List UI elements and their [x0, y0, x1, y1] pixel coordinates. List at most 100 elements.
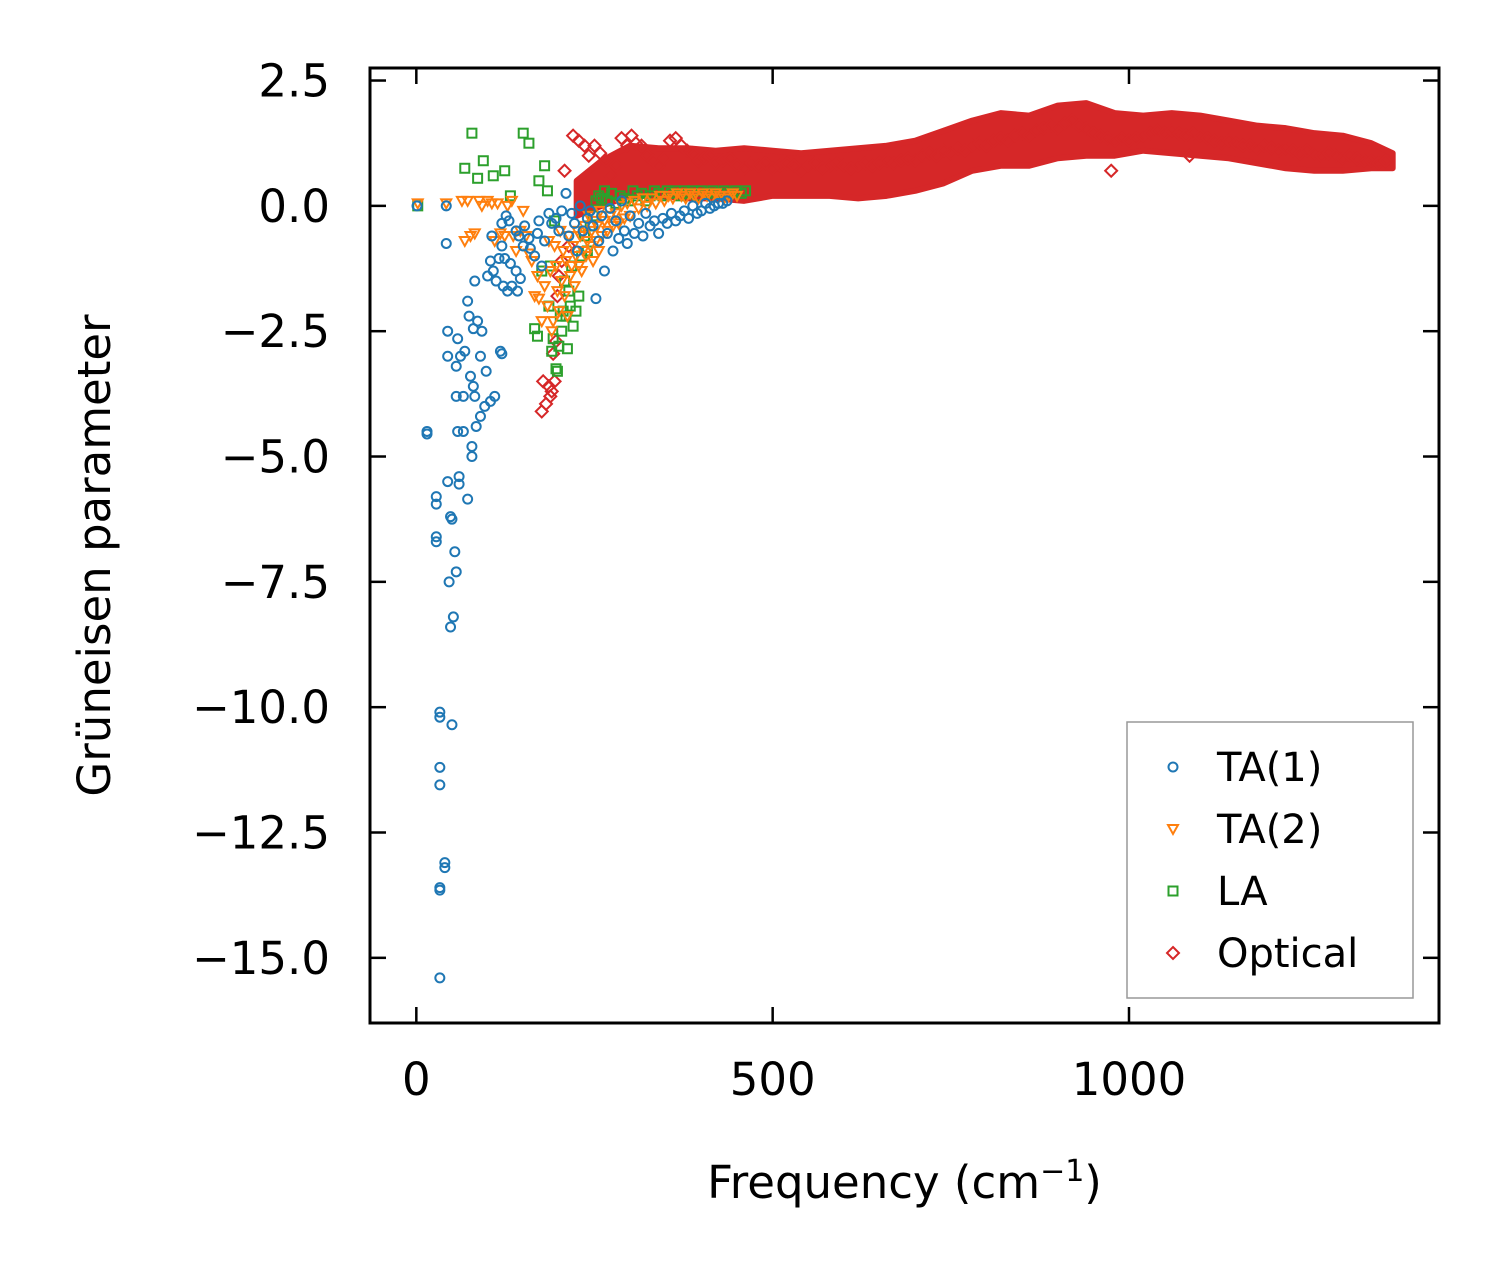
- data-point: [1313, 148, 1329, 164]
- data-point: [447, 611, 459, 623]
- data-point: [586, 256, 600, 269]
- data-point: [512, 285, 524, 297]
- data-point: [472, 315, 484, 327]
- data-point: [434, 706, 446, 718]
- data-point: [1321, 145, 1336, 161]
- data-point: [459, 162, 471, 174]
- data-point: [1299, 143, 1315, 159]
- data-point: [1100, 130, 1116, 146]
- y-axis-label: Grüneisen parameter: [68, 314, 121, 797]
- data-point: [466, 127, 478, 139]
- data-point: [857, 155, 873, 171]
- data-point: [900, 150, 916, 166]
- data-point: [683, 212, 695, 224]
- data-point: [608, 158, 624, 174]
- data-point: [563, 230, 575, 242]
- data-point: [1064, 113, 1080, 129]
- data-point: [633, 217, 645, 229]
- data-point: [1363, 153, 1379, 169]
- data-point: [459, 345, 471, 357]
- data-point: [577, 138, 592, 154]
- data-point: [829, 155, 845, 171]
- data-point: [584, 205, 596, 217]
- data-point: [541, 185, 553, 197]
- data-point: [606, 220, 620, 233]
- data-point: [463, 310, 475, 322]
- data-point: [893, 153, 909, 169]
- x-tick-label: 0: [402, 1053, 431, 1106]
- data-point: [563, 271, 577, 284]
- data-point: [434, 779, 446, 791]
- x-axis-label-exponent: −1: [1040, 1154, 1084, 1189]
- data-point: [557, 291, 572, 304]
- data-point: [531, 227, 543, 239]
- data-point: [914, 148, 930, 164]
- data-point: [532, 293, 546, 306]
- data-point: [1078, 120, 1094, 136]
- y-tick-label: 2.5: [258, 55, 330, 108]
- data-point: [1228, 135, 1244, 151]
- data-point: [1199, 130, 1215, 146]
- data-point: [550, 363, 562, 375]
- y-tick-label: −12.5: [192, 807, 330, 860]
- data-point: [537, 281, 552, 294]
- data-point: [487, 170, 499, 182]
- data-point: [573, 290, 585, 302]
- data-point: [430, 531, 442, 543]
- data-point: [1007, 128, 1023, 144]
- data-point: [442, 476, 454, 488]
- data-point: [434, 972, 446, 984]
- data-point: [1264, 140, 1279, 156]
- data-point: [535, 316, 549, 329]
- y-tick-label: −7.5: [221, 556, 330, 609]
- data-point: [555, 276, 569, 289]
- data-point: [571, 245, 583, 257]
- data-point: [489, 390, 501, 402]
- data-point: [758, 155, 773, 171]
- data-point: [1028, 123, 1044, 139]
- data-point: [496, 348, 508, 360]
- data-point: [462, 295, 474, 307]
- data-point: [836, 158, 852, 174]
- legend: TA(1) TA(2) LA Optical: [1126, 721, 1414, 999]
- legend-label: TA(1): [1216, 745, 1322, 791]
- data-point: [590, 293, 602, 305]
- data-point: [993, 130, 1009, 146]
- legend-item: TA(1): [1167, 745, 1322, 791]
- data-point: [477, 155, 489, 167]
- data-point: [566, 207, 578, 219]
- data-point: [687, 190, 701, 203]
- data-point: [1306, 145, 1322, 161]
- data-point: [439, 198, 453, 211]
- legend-item: Optical: [1165, 931, 1358, 977]
- data-point: [434, 711, 446, 723]
- data-point: [452, 333, 464, 345]
- data-point: [506, 230, 520, 243]
- data-point: [488, 235, 502, 249]
- data-point: [740, 185, 752, 197]
- data-point: [539, 160, 551, 172]
- data-point: [470, 420, 482, 432]
- data-point: [843, 160, 859, 176]
- data-point: [614, 200, 629, 213]
- data-point: [480, 365, 492, 377]
- data-point: [865, 158, 880, 174]
- data-point: [430, 491, 442, 503]
- data-point: [722, 150, 738, 166]
- data-point: [496, 240, 508, 252]
- legend-marker: [1165, 945, 1181, 961]
- data-point: [1221, 133, 1237, 149]
- data-point: [607, 245, 619, 257]
- data-point: [517, 240, 529, 252]
- data-point: [503, 215, 515, 227]
- data-point: [1085, 125, 1101, 141]
- data-point: [1371, 155, 1386, 171]
- y-tick-label: −15.0: [192, 932, 330, 985]
- legend-marker: [1167, 761, 1179, 773]
- data-point: [450, 390, 462, 402]
- data-point: [600, 225, 615, 238]
- data-point: [653, 227, 665, 239]
- data-point: [1249, 140, 1265, 156]
- data-point: [421, 428, 433, 440]
- data-point: [636, 193, 650, 206]
